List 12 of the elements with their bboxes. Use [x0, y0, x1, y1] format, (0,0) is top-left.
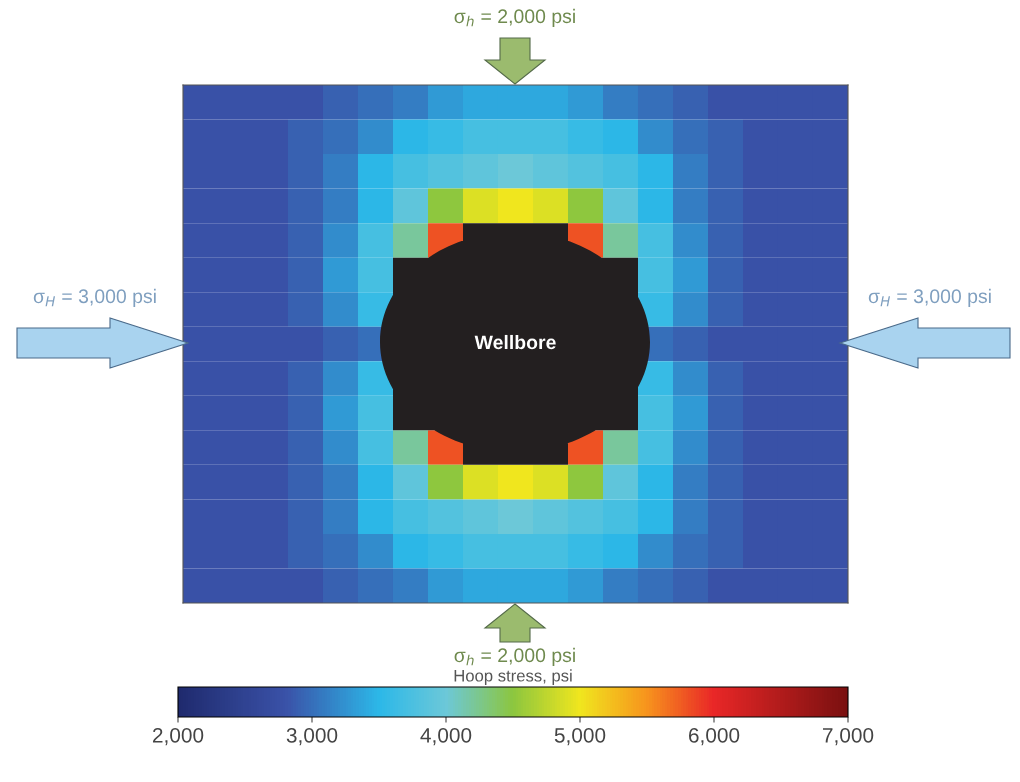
- text: σ$_{H}$ = 3,000 psi: [868, 288, 991, 307]
- color-bar-title: Hoop stress, psi: [454, 669, 572, 685]
- color-bar-label: 4,000: [420, 727, 472, 746]
- color-bar-label: 5,000: [554, 727, 606, 746]
- color-bar-label: 3,000: [286, 727, 338, 746]
- color-bar-label: 7,000: [823, 727, 874, 746]
- text: σ$_{h}$ = 2,000 psi: [454, 647, 575, 666]
- text: σ$_{H}$ = 3,000 psi: [33, 288, 156, 307]
- color-bar-label: 2,000: [152, 727, 204, 746]
- color-bar-label: 6,000: [688, 727, 740, 746]
- annotation: Wellbore: [474, 334, 556, 350]
- text: σ$_{h}$ = 2,000 psi: [454, 8, 575, 27]
